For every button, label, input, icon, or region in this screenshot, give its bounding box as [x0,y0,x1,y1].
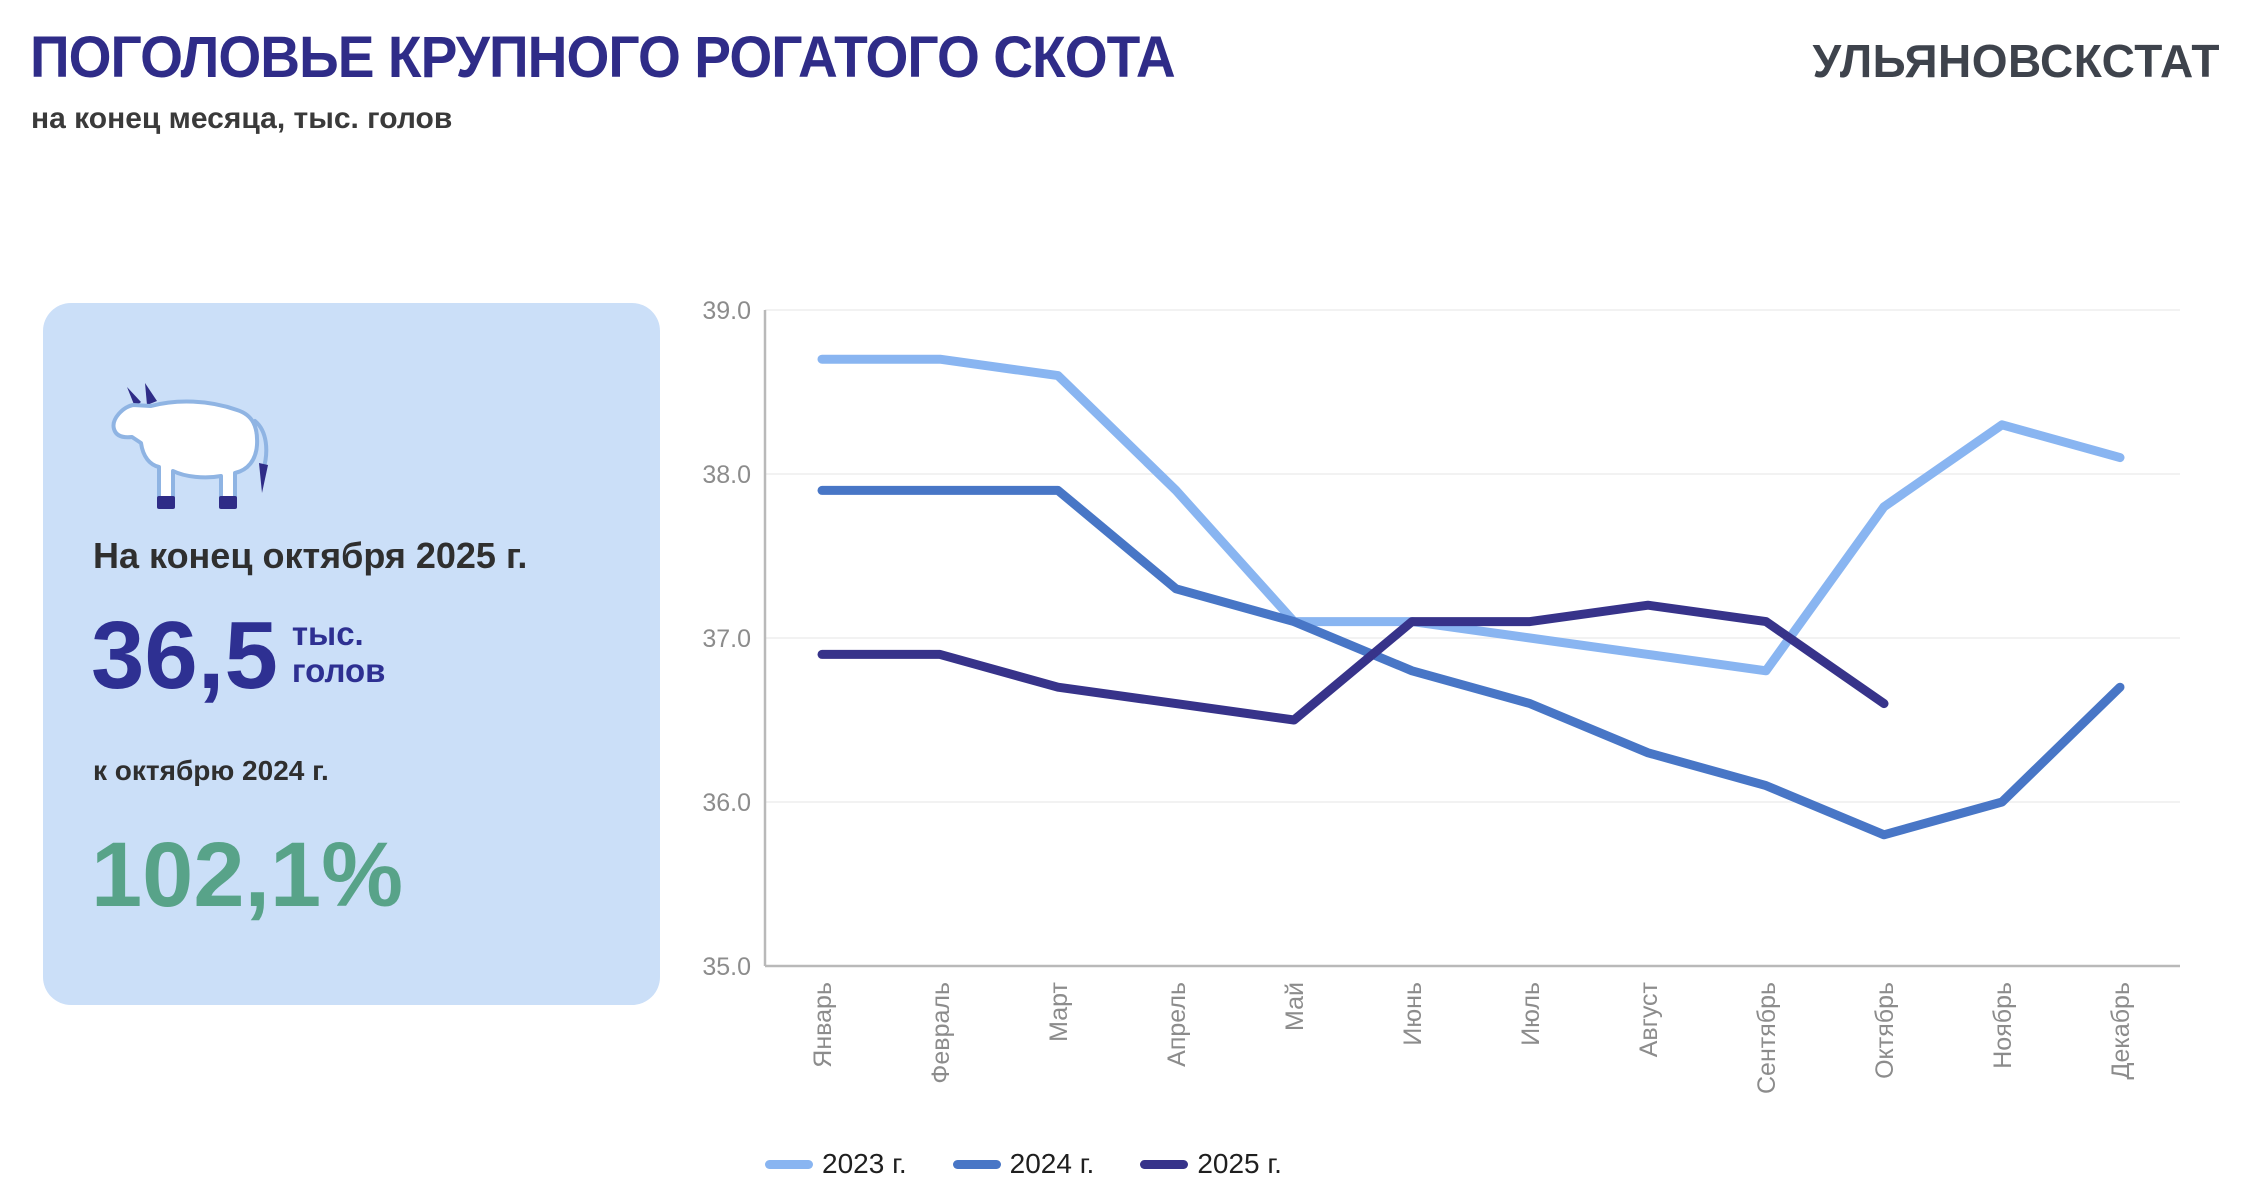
x-tick-label: Октябрь [1871,982,1899,1079]
page-subtitle: на конец месяца, тыс. голов [31,102,453,135]
x-tick-label: Февраль [927,982,955,1084]
x-tick-label: Май [1281,982,1309,1031]
card-unit-line1: тыс. [291,615,364,652]
x-tick-label: Январь [809,982,837,1068]
series-line-2024 [817,485,2125,840]
card-value-row: 36,5 тыс. голов [91,608,385,704]
y-tick-label: 37.0 [702,625,751,653]
cow-icon [105,375,295,535]
series-line-2023 [817,354,2125,676]
legend-swatch [952,1159,1001,1169]
legend-item: 2024 г. [952,1148,1095,1180]
chart-legend: 2023 г. 2024 г. 2025 г. [765,1148,1282,1180]
x-tick-label: Август [1635,981,1663,1057]
legend-label: 2024 г. [1009,1148,1095,1179]
x-tick-label: Сентябрь [1753,982,1781,1094]
x-tick-label: Март [1045,981,1073,1041]
legend-swatch [765,1159,813,1169]
legend-swatch [1140,1159,1189,1169]
card-value: 36,5 [91,602,278,709]
y-tick-label: 39.0 [702,297,751,325]
x-tick-label: Июнь [1399,982,1427,1046]
legend-label: 2025 г. [1197,1148,1282,1179]
x-tick-label: Апрель [1163,982,1191,1067]
card-compare-label: к октябрю 2024 г. [93,755,329,786]
page-title: ПОГОЛОВЬЕ КРУПНОГО РОГАТОГО СКОТА [30,25,1176,90]
y-tick-label: 36.0 [702,789,751,817]
summary-card: На конец октября 2025 г. 36,5 тыс. голов … [43,303,660,1005]
series-line-2025 [817,600,1889,725]
y-tick-label: 38.0 [702,461,751,489]
x-tick-label: Июль [1517,982,1545,1046]
x-tick-label: Ноябрь [1989,982,2017,1069]
card-value-unit: тыс. голов [291,615,386,690]
y-tick-label: 35.0 [702,953,751,981]
agency-logo: УЛЬЯНОВСКСТАТ [1812,35,2220,87]
card-percent-value: 102,1% [91,824,404,926]
card-period-label: На конец октября 2025 г. [93,535,528,576]
line-chart: 35.0 36.0 37.0 38.0 39.0 Январь Февраль Март Апр… [690,280,2248,1160]
legend-item: 2025 г. [1140,1148,1282,1180]
card-unit-line2: голов [291,651,386,689]
x-tick-label: Декабрь [2107,982,2135,1079]
legend-item: 2023 г. [765,1148,907,1180]
legend-label: 2023 г. [822,1148,907,1179]
line-chart-svg: 35.0 36.0 37.0 38.0 39.0 Январь Февраль Март Апр… [702,297,2180,1094]
